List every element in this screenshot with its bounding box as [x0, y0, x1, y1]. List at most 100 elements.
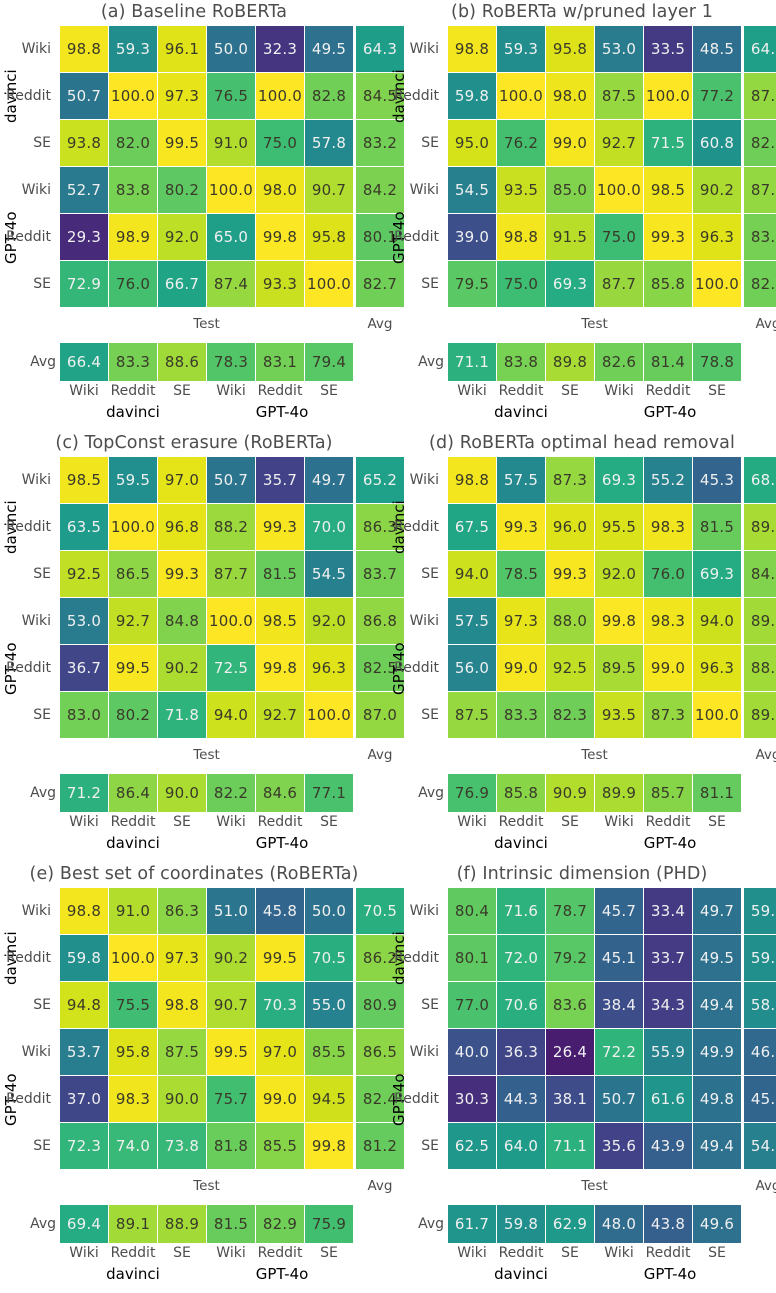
heatmap-cell-r5-c3: 81.8 [207, 1123, 255, 1169]
row-average-cell-2: 58.9 [744, 982, 776, 1028]
row-average-cell-3: 86.8 [356, 598, 404, 644]
heatmap-cell-r3-c5: 49.9 [693, 1029, 741, 1075]
row-average-cell-3: 46.8 [744, 1029, 776, 1075]
row-label-2: SE [421, 135, 439, 151]
panel-c: (c) TopConst erasure (RoBERTa) davinci GPT… [0, 431, 404, 862]
heatmap-cell-r0-c0: 98.8 [60, 26, 108, 72]
column-average-cell-4: 81.4 [644, 343, 692, 381]
avg-column-caption: Avg [755, 316, 776, 332]
heatmap-cell-r3-c5: 90.7 [305, 167, 353, 213]
heatmap-cell-r4-c0: 56.0 [448, 645, 496, 691]
model-label-spacer [595, 834, 596, 852]
heatmap-cell-r5-c0: 72.3 [60, 1123, 108, 1169]
heatmap-cell-r5-c1: 83.3 [497, 692, 545, 738]
heatmap-cell-r3-c5: 94.0 [693, 598, 741, 644]
heatmap-cell-r1-c2: 79.2 [546, 935, 594, 981]
row-average-cell-4: 80.1 [356, 214, 404, 260]
column-average-cell-2: 62.9 [546, 1205, 594, 1243]
heatmap-cell-r0-c3: 53.0 [595, 26, 643, 72]
heatmap-cell-r2-c3: 87.7 [207, 551, 255, 597]
avg-row-label: Avg [418, 354, 444, 370]
heatmap-cell-r1-c1: 100.0 [109, 504, 157, 550]
heatmap-cell-r3-c1: 93.5 [497, 167, 545, 213]
row-average-cell-5: 89.0 [744, 692, 776, 738]
row-label-4: Reddit [6, 229, 51, 245]
heatmap-cell-r0-c4: 33.4 [644, 888, 692, 934]
heatmap-cell-r1-c3: 87.5 [595, 73, 643, 119]
row-average-cell-4: 83.3 [744, 214, 776, 260]
column-label-4: Reddit [257, 383, 303, 399]
row-average-cell-0: 65.2 [356, 457, 404, 503]
row-labels: Wiki Reddit SE Wiki Reddit SE [0, 26, 56, 307]
heatmap-cell-r5-c1: 64.0 [497, 1123, 545, 1169]
heatmap-cell-r5-c1: 74.0 [109, 1123, 157, 1169]
column-average-cell-4: 83.1 [256, 343, 304, 381]
column-label-1: Reddit [110, 1245, 156, 1261]
column-average-cell-2: 90.0 [158, 774, 206, 812]
heatmap-cell-r5-c5: 100.0 [693, 692, 741, 738]
column-average-cell-5: 75.9 [305, 1205, 353, 1243]
column-average-cell-3: 82.6 [595, 343, 643, 381]
column-average-cell-3: 82.2 [207, 774, 255, 812]
heatmap-cell-r3-c1: 83.8 [109, 167, 157, 213]
model-label-spacer [595, 403, 596, 421]
row-labels: Wiki Reddit SE Wiki Reddit SE [388, 457, 444, 738]
column-label-0: Wiki [69, 383, 99, 399]
column-labels: Wiki Reddit SE Wiki Reddit SE [448, 1245, 741, 1261]
heatmap-cell-r4-c5: 96.3 [305, 645, 353, 691]
heatmap-cell-r4-c4: 99.0 [256, 1076, 304, 1122]
row-label-1: Reddit [394, 950, 439, 966]
row-average-cell-0: 64.3 [356, 26, 404, 72]
heatmap-cell-r4-c4: 99.0 [644, 645, 692, 691]
row-label-4: Reddit [394, 660, 439, 676]
heatmap-cell-r2-c2: 98.8 [158, 982, 206, 1028]
column-average-cell-4: 43.8 [644, 1205, 692, 1243]
heatmap-cell-r5-c1: 75.0 [497, 261, 545, 307]
column-average-cell-1: 59.8 [497, 1205, 545, 1243]
column-label-3: Wiki [604, 1245, 634, 1261]
heatmap-cell-r2-c3: 38.4 [595, 982, 643, 1028]
column-average-cell-5: 78.8 [693, 343, 741, 381]
heatmap-cell-r4-c2: 38.1 [546, 1076, 594, 1122]
model-label-davinci: davinci [494, 403, 548, 421]
heatmap-cell-r0-c5: 50.0 [305, 888, 353, 934]
heatmap-cell-r3-c2: 84.8 [158, 598, 206, 644]
heatmap-cell-r2-c5: 60.8 [693, 120, 741, 166]
column-average-cell-1: 85.8 [497, 774, 545, 812]
row-average-cell-1: 86.2 [356, 935, 404, 981]
heatmap-cell-r5-c4: 43.9 [644, 1123, 692, 1169]
row-label-1: Reddit [6, 950, 51, 966]
row-labels: Wiki Reddit SE Wiki Reddit SE [388, 26, 444, 307]
row-label-2: SE [33, 997, 51, 1013]
heatmap-cell-r0-c3: 50.0 [207, 26, 255, 72]
column-label-0: Wiki [69, 814, 99, 830]
heatmap-grid: 98.8 59.3 95.8 53.0 33.5 48.5 59.8 100.0 98.0 87.… [448, 26, 741, 307]
heatmap-cell-r3-c2: 26.4 [546, 1029, 594, 1075]
model-labels: davinci GPT-4o [60, 1265, 355, 1283]
heatmap-cell-r1-c0: 63.5 [60, 504, 108, 550]
row-average-cell-4: 45.8 [744, 1076, 776, 1122]
row-average-column: 64.3 84.5 83.2 84.2 80.1 82.7 [356, 26, 404, 307]
heatmap-cell-r5-c5: 100.0 [305, 692, 353, 738]
heatmap-cell-r2-c5: 69.3 [693, 551, 741, 597]
column-average-row: 69.4 89.1 88.9 81.5 82.9 75.9 [60, 1205, 353, 1243]
column-label-5: SE [320, 814, 338, 830]
column-label-4: Reddit [645, 1245, 691, 1261]
model-label-davinci: davinci [106, 403, 160, 421]
column-label-2: SE [173, 1245, 191, 1261]
heatmap-cell-r0-c3: 50.7 [207, 457, 255, 503]
row-average-cell-3: 89.1 [744, 598, 776, 644]
column-average-cell-5: 81.1 [693, 774, 741, 812]
heatmap-cell-r0-c1: 59.5 [109, 457, 157, 503]
heatmap-cell-r2-c5: 49.4 [693, 982, 741, 1028]
row-average-column: 64.887.182.587.083.382.9 [744, 26, 776, 307]
heatmap-cell-r0-c2: 97.0 [158, 457, 206, 503]
row-average-cell-0: 64.8 [744, 26, 776, 72]
row-label-0: Wiki [21, 41, 51, 57]
heatmap-cell-r0-c3: 51.0 [207, 888, 255, 934]
heatmap-cell-r4-c1: 99.5 [109, 645, 157, 691]
test-axis-caption: Test [193, 747, 220, 763]
heatmap-cell-r4-c5: 96.3 [693, 214, 741, 260]
row-average-cell-5: 82.7 [356, 261, 404, 307]
test-axis-caption: Test [193, 1178, 220, 1194]
